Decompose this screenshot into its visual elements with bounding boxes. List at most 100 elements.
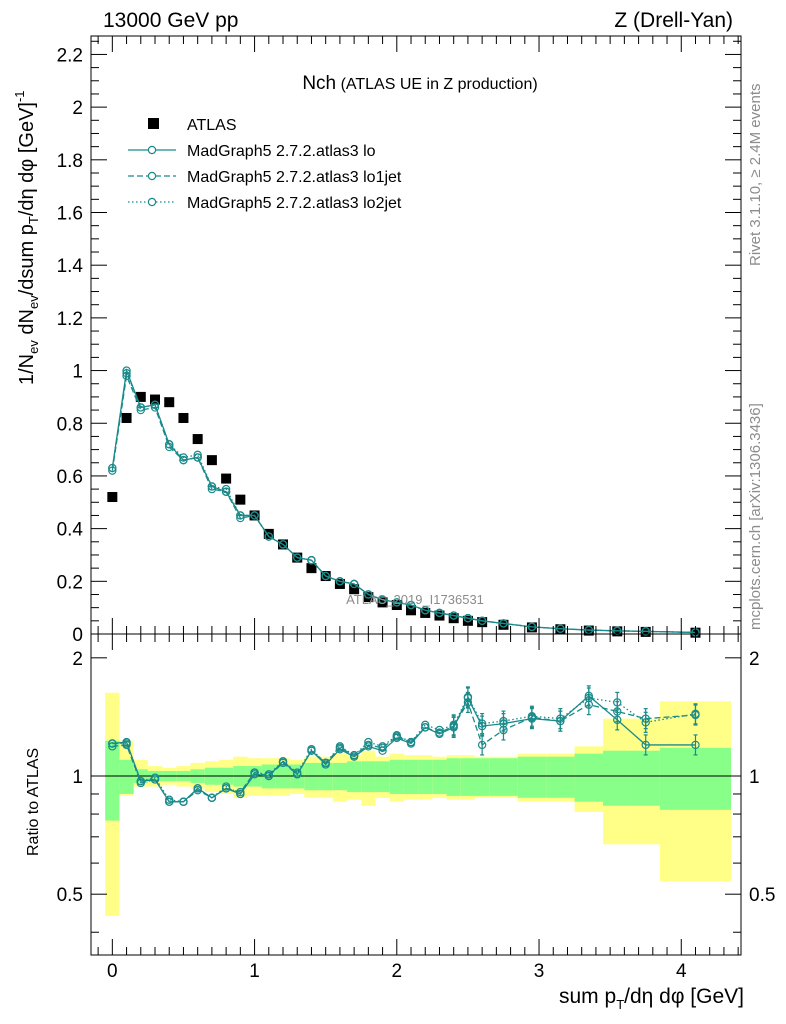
header-right: Z (Drell-Yan) xyxy=(614,9,733,32)
atlas-data-point xyxy=(164,397,175,408)
atlas-data-point xyxy=(306,563,317,574)
ratio-point-dashed xyxy=(108,742,117,751)
atlas-data-point xyxy=(334,578,345,589)
mc-point-dashed xyxy=(179,455,188,465)
mc-point-dotted xyxy=(179,453,188,462)
y-tick-label: 1.2 xyxy=(57,309,83,330)
ratio-point-dotted xyxy=(250,768,259,777)
mc-point-dotted xyxy=(335,577,345,586)
mc-point-dotted xyxy=(165,440,174,449)
y-tick-label: 0.6 xyxy=(57,467,83,488)
mc-point-dotted xyxy=(463,613,473,623)
legend-label: ATLAS xyxy=(187,117,237,134)
ratio-panel-frame xyxy=(90,633,742,956)
ratio-point-dashed xyxy=(435,728,444,737)
ratio-band-inner xyxy=(631,750,660,806)
atlas-data-point xyxy=(391,600,402,611)
ratio-y-tick-label-left: 2 xyxy=(72,649,83,670)
ratio-point-dotted xyxy=(364,737,373,747)
ratio-point-dotted xyxy=(463,692,473,702)
mc-point-dotted xyxy=(136,403,145,412)
ratio-point-dotted xyxy=(349,750,359,760)
mc-point-dotted xyxy=(278,540,288,549)
mc-point-dotted xyxy=(421,606,430,615)
mc-point-dashed xyxy=(193,453,202,462)
y-tick-label: 0 xyxy=(72,625,83,646)
atlas-data-point xyxy=(448,613,459,624)
rivet-label: Rivet 3.1.10, ≥ 2.4M events xyxy=(747,84,764,267)
ratio-point-dotted xyxy=(421,720,430,730)
mc-point-dotted xyxy=(207,482,217,491)
atlas-data-point xyxy=(221,473,232,484)
y-axis-label-ratio: Ratio to ATLAS xyxy=(25,748,42,856)
legend-label: MadGraph5 2.7.2.atlas3 lo xyxy=(187,143,376,160)
ratio-point-dotted xyxy=(108,739,117,748)
ratio-band-inner xyxy=(489,758,518,796)
mc-line-dotted xyxy=(111,370,696,634)
y-tick-label: 1 xyxy=(72,362,83,383)
ratio-point-dotted xyxy=(264,770,273,779)
ratio-line-solid xyxy=(112,695,696,803)
ratio-point-dotted xyxy=(221,782,231,791)
top-series-layer xyxy=(107,366,701,638)
mc-point-dashed xyxy=(221,487,231,496)
tick-layer: 0 1 2 3 4 0 0.2 0.4 0.6 0.8 1 1.2 1.4 1.6 1.8 2 2.2 0.5 0.… xyxy=(57,36,775,982)
ratio-point-dotted xyxy=(321,758,330,768)
ratio-band-inner xyxy=(418,759,433,794)
y-tick-label: 1.8 xyxy=(57,151,83,172)
atlas-data-point xyxy=(107,492,118,503)
mc-point-dotted xyxy=(641,627,650,636)
mc-point-dotted xyxy=(378,595,387,604)
y-tick-label: 2 xyxy=(72,98,83,119)
ratio-band-inner xyxy=(375,761,390,793)
ratio-point-dotted xyxy=(449,720,458,730)
ratio-point-dotted xyxy=(165,795,174,804)
ratio-band-inner xyxy=(318,762,333,791)
mc-point-dashed xyxy=(122,371,131,381)
ratio-point-dotted xyxy=(378,742,387,751)
ratio-band-layer xyxy=(105,692,732,916)
mc-point-dotted xyxy=(250,511,259,520)
x-tick-label: 4 xyxy=(676,961,687,982)
mc-point-dashed xyxy=(150,403,160,412)
ratio-band-inner xyxy=(517,756,547,798)
ratio-point-dotted xyxy=(179,797,188,806)
ratio-point-dashed xyxy=(421,723,430,732)
ratio-point-dotted xyxy=(278,757,288,766)
ratio-point-dotted xyxy=(641,718,650,727)
mc-line-dashed xyxy=(111,373,696,634)
ratio-band-inner xyxy=(347,761,362,793)
mc-point-dotted xyxy=(349,579,359,589)
legend-label: MadGraph5 2.7.2.atlas3 lo2jet xyxy=(187,195,402,212)
mc-point-dotted xyxy=(122,368,131,378)
axes-frames-layer xyxy=(90,35,742,956)
legend: ATLAS MadGraph5 2.7.2.atlas3 lo MadGraph5 … xyxy=(128,117,402,212)
mc-point-dotted xyxy=(499,619,508,628)
mc-point-dotted xyxy=(193,450,202,460)
ratio-point-dotted xyxy=(150,773,160,782)
ratio-y-tick-label-right: 2 xyxy=(749,649,760,670)
mc-point-dotted xyxy=(556,624,565,633)
atlas-data-point xyxy=(406,605,417,616)
ratio-band-inner xyxy=(119,759,134,794)
ratio-point-dotted xyxy=(556,714,565,723)
mc-point-dotted xyxy=(264,532,273,541)
mc-point-dotted xyxy=(221,484,231,494)
mc-point-dotted xyxy=(293,553,302,562)
atlas-data-point xyxy=(363,592,374,603)
ratio-point-dotted xyxy=(335,742,345,751)
ratio-band-inner xyxy=(105,740,120,821)
ratio-y-tick-label-right: 0.5 xyxy=(749,885,775,906)
header-left: 13000 GeV pp xyxy=(103,9,238,32)
mc-point-dotted xyxy=(321,571,330,581)
ratio-band-inner xyxy=(460,758,476,796)
ratio-line-dashed xyxy=(112,700,696,803)
mc-point-dotted xyxy=(406,600,416,610)
ratio-band-inner xyxy=(361,761,376,793)
atlas-data-point xyxy=(135,391,146,402)
ratio-point-dotted xyxy=(293,768,302,777)
ratio-band-inner xyxy=(403,759,419,794)
chart-title-main: Nch xyxy=(302,73,336,94)
ratio-point-dotted xyxy=(392,731,401,740)
